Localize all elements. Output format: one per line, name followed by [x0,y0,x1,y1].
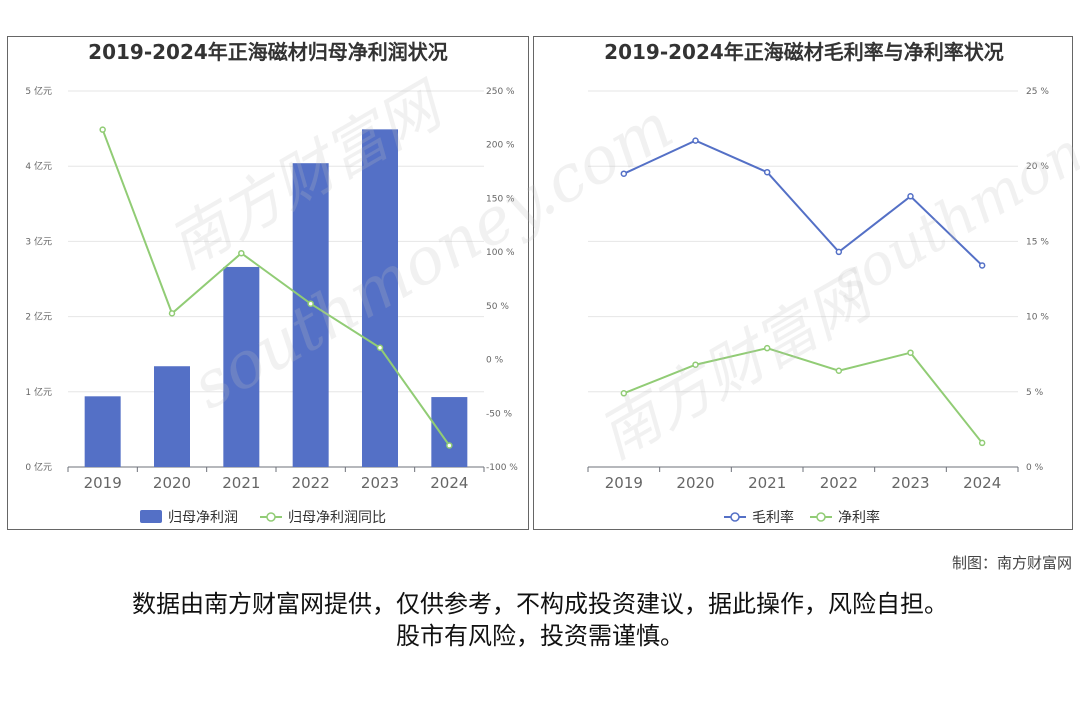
y-tick-label-right: 250 % [486,87,515,97]
chart-title: 2019-2024年正海磁材毛利率与净利率状况 [604,40,1004,64]
y-tick-label-left: 5 亿元 [25,85,52,97]
x-tick-label: 2020 [676,474,714,492]
x-tick-label: 2024 [430,474,468,492]
data-point [446,442,453,449]
y-tick-label-left: 3 亿元 [25,235,52,247]
series-line-yoy [101,129,451,447]
legend-marker [266,512,276,522]
legend-label: 毛利率 [752,509,794,526]
bar [84,396,121,467]
y-tick-label-left: 2 亿元 [25,311,52,323]
legend-marker [816,512,826,522]
data-point [620,390,628,397]
data-point [376,344,384,352]
y-tick-label-right: 100 % [486,248,515,258]
data-point [99,126,106,133]
chart-title: 2019-2024年正海磁材归母净利润状况 [88,40,448,64]
data-point [692,137,699,144]
chart-panel-profit: 2019-2024年正海磁材归母净利润状况 0 亿元 1 亿元 2 亿元 3 亿元 4 亿… [7,36,529,530]
y-tick-label-right: 0 % [486,356,504,366]
data-point [763,168,771,176]
data-point [907,193,914,200]
legend-label: 归母净利润同比 [288,509,386,526]
disclaimer-line-1: 数据由南方财富网提供，仅供参考，不构成投资建议，据此操作，风险自担。 [132,590,948,618]
data-point [692,361,699,368]
data-point [763,344,771,352]
data-point [835,248,843,256]
profit-chart: 2019-2024年正海磁材归母净利润状况 0 亿元 1 亿元 2 亿元 3 亿元 4 亿… [25,40,518,526]
x-tick-label: 2021 [222,474,260,492]
legend-label: 归母净利润 [168,509,238,526]
y-tick-label-right: 25 % [1026,87,1049,97]
y-tick-label-left: 0 亿元 [25,461,52,473]
data-point [978,262,986,269]
bar [154,366,190,467]
bar [223,266,260,467]
y-tick-label-right: 150 % [486,194,515,204]
bar [362,129,398,467]
x-tick-label: 2023 [891,474,929,492]
legend-label: 净利率 [838,509,880,526]
y-tick-label-right: -100 % [486,463,518,473]
x-tick-label: 2021 [748,474,786,492]
x-tick-label: 2019 [84,474,122,492]
data-point [238,249,245,257]
x-tick-label: 2024 [963,474,1001,492]
y-tick-label-right: -50 % [486,409,513,419]
y-tick-label-right: 0 % [1026,463,1044,473]
x-tick-label: 2022 [820,474,858,492]
chart-panel-margin: 2019-2024年正海磁材毛利率与净利率状况 0 % 5 % 10 % 15 % 20 … [533,36,1073,530]
data-point [907,349,914,356]
y-tick-label-right: 20 % [1026,162,1049,172]
x-tick-label: 2020 [153,474,191,492]
y-tick-label-left: 1 亿元 [25,386,52,398]
x-tick-label: 2023 [361,474,399,492]
y-tick-label-right: 200 % [486,141,515,151]
y-tick-label-right: 10 % [1026,313,1049,323]
margin-chart: 2019-2024年正海磁材毛利率与净利率状况 0 % 5 % 10 % 15 % 20 … [587,40,1049,526]
y-tick-label-right: 15 % [1026,237,1049,247]
bar [292,163,329,467]
data-point [835,367,843,374]
legend-swatch-bar [140,510,162,523]
data-point [168,310,176,317]
y-tick-label-right: 50 % [486,302,509,312]
x-tick-label: 2019 [605,474,643,492]
chart-credit: 制图：南方财富网 [951,554,1072,572]
x-tick-label: 2022 [292,474,330,492]
data-point [978,439,986,447]
legend-marker [730,512,740,522]
data-point [620,170,628,177]
data-point [307,300,314,307]
disclaimer-line-2: 股市有风险，投资需谨慎。 [396,622,684,650]
y-tick-label-right: 5 % [1026,388,1044,398]
y-tick-label-left: 4 亿元 [25,160,52,172]
series-line-gross-margin [623,139,983,267]
series-line-net-margin [623,347,983,444]
bar [431,397,468,467]
